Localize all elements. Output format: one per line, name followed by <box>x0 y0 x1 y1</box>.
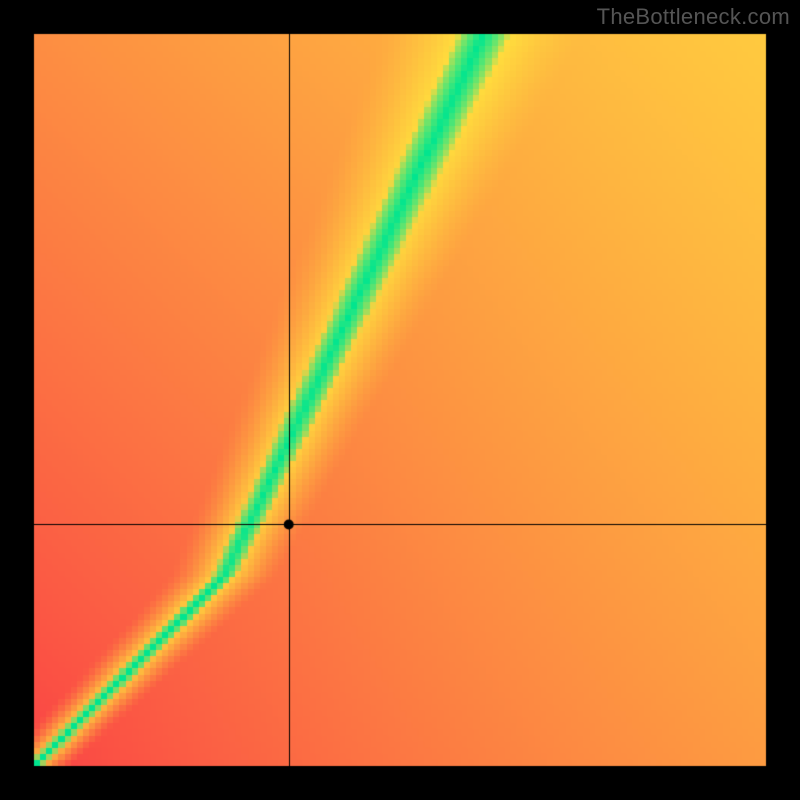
bottleneck-heatmap <box>0 0 800 800</box>
watermark-text: TheBottleneck.com <box>597 4 790 30</box>
